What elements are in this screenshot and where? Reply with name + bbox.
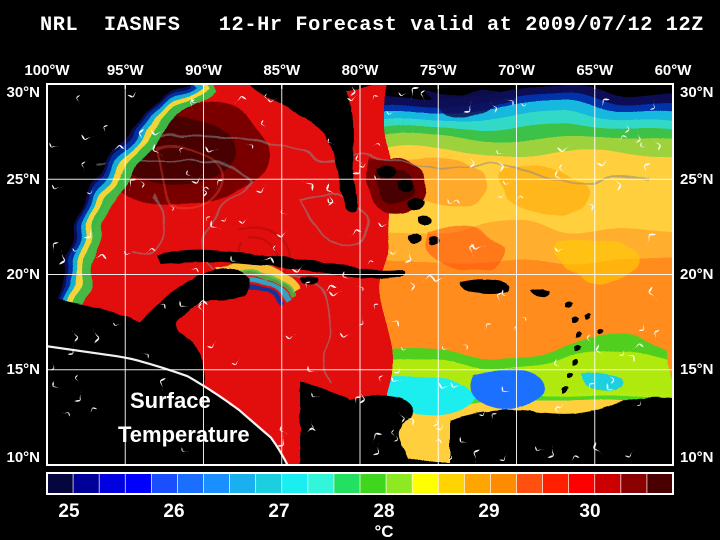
svg-text:10°N: 10°N xyxy=(6,449,40,466)
svg-text:Temperature: Temperature xyxy=(118,422,250,447)
svg-text:27: 27 xyxy=(268,501,289,522)
svg-text:15°N: 15°N xyxy=(6,361,40,378)
svg-text:26: 26 xyxy=(163,501,184,522)
svg-text:75°W: 75°W xyxy=(420,62,458,79)
svg-text:65°W: 65°W xyxy=(576,62,614,79)
svg-text:80°W: 80°W xyxy=(342,62,380,79)
svg-text:30°N: 30°N xyxy=(680,84,714,101)
svg-text:70°W: 70°W xyxy=(498,62,536,79)
svg-text:100°W: 100°W xyxy=(24,62,70,79)
svg-text:Surface: Surface xyxy=(130,388,211,413)
svg-text:20°N: 20°N xyxy=(6,266,40,283)
svg-text:NRL IASNFS 12-Hr Forecast v: NRL IASNFS 12-Hr Forecast valid at 2009/… xyxy=(40,14,704,37)
svg-text:30: 30 xyxy=(579,501,600,522)
svg-text:10°N: 10°N xyxy=(680,449,714,466)
svg-text:°C: °C xyxy=(374,522,393,540)
svg-text:15°N: 15°N xyxy=(680,361,714,378)
svg-text:90°W: 90°W xyxy=(185,62,223,79)
svg-text:30°N: 30°N xyxy=(6,84,40,101)
svg-text:25: 25 xyxy=(58,501,80,522)
svg-text:20°N: 20°N xyxy=(680,266,714,283)
svg-text:25°N: 25°N xyxy=(680,171,714,188)
svg-text:28: 28 xyxy=(373,501,394,522)
svg-text:60°W: 60°W xyxy=(655,62,693,79)
svg-text:95°W: 95°W xyxy=(107,62,145,79)
svg-text:85°W: 85°W xyxy=(263,62,301,79)
svg-text:25°N: 25°N xyxy=(6,171,40,188)
svg-text:29: 29 xyxy=(478,501,499,522)
